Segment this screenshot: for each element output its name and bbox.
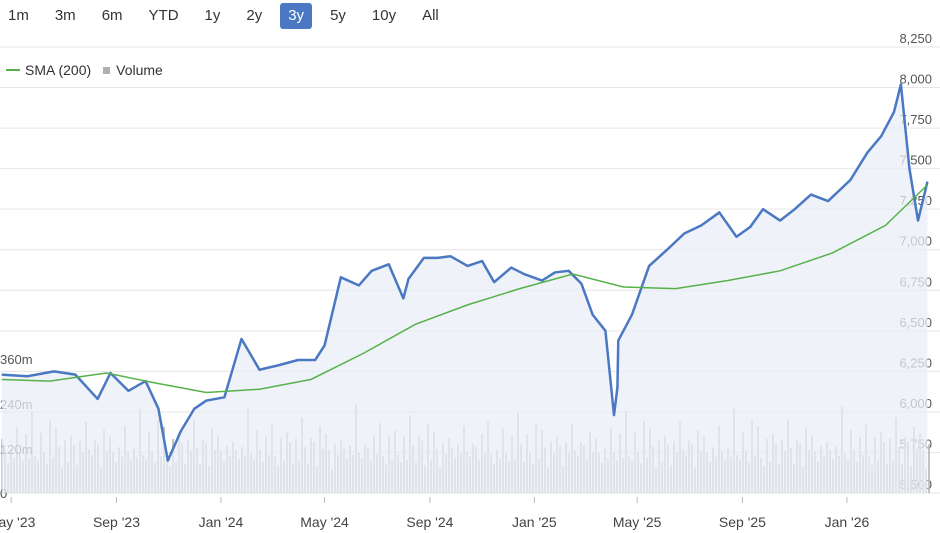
range-button-3m[interactable]: 3m bbox=[54, 7, 76, 24]
x-tick-label: Sep '23 bbox=[93, 514, 140, 530]
chart-legend: SMA (200) Volume bbox=[6, 62, 163, 78]
range-button-ytd[interactable]: YTD bbox=[148, 7, 179, 24]
x-tick-label: May '24 bbox=[300, 514, 349, 530]
x-tick-label: Jan '25 bbox=[512, 514, 557, 530]
x-tick-label: May '23 bbox=[0, 514, 36, 530]
range-button-1y[interactable]: 1y bbox=[204, 7, 221, 24]
volume-tick-label: 360m bbox=[0, 352, 33, 367]
range-button-2y[interactable]: 2y bbox=[246, 7, 263, 24]
sma-legend-label: SMA (200) bbox=[25, 62, 92, 78]
x-tick-label: Jan '26 bbox=[825, 514, 870, 530]
range-button-all[interactable]: All bbox=[422, 7, 439, 24]
range-button-6m[interactable]: 6m bbox=[101, 7, 123, 24]
y-tick-label: 7,750 bbox=[899, 112, 932, 127]
volume-tick-label: 0 bbox=[0, 486, 7, 501]
range-button-3y[interactable]: 3y bbox=[280, 3, 313, 29]
sma-line bbox=[1, 184, 928, 394]
range-selector: 1m 3m 6m YTD 1y 2y 3y 5y 10y All bbox=[0, 2, 457, 30]
x-tick-label: Sep '24 bbox=[406, 514, 453, 530]
y-tick-label: 8,000 bbox=[899, 72, 932, 87]
volume-legend-swatch bbox=[103, 66, 111, 74]
x-tick-label: Sep '25 bbox=[719, 514, 766, 530]
x-tick-label: Jan '24 bbox=[199, 514, 244, 530]
y-tick-label: 8,250 bbox=[899, 31, 932, 46]
range-button-10y[interactable]: 10y bbox=[371, 7, 397, 24]
price-area bbox=[1, 84, 928, 493]
price-line bbox=[1, 83, 929, 462]
volume-legend-label: Volume bbox=[116, 62, 163, 78]
range-button-1m[interactable]: 1m bbox=[8, 7, 29, 24]
range-button-5y[interactable]: 5y bbox=[330, 7, 346, 24]
volume-bar bbox=[928, 444, 930, 493]
x-tick-label: May '25 bbox=[613, 514, 662, 530]
sma-legend-swatch bbox=[6, 69, 20, 71]
